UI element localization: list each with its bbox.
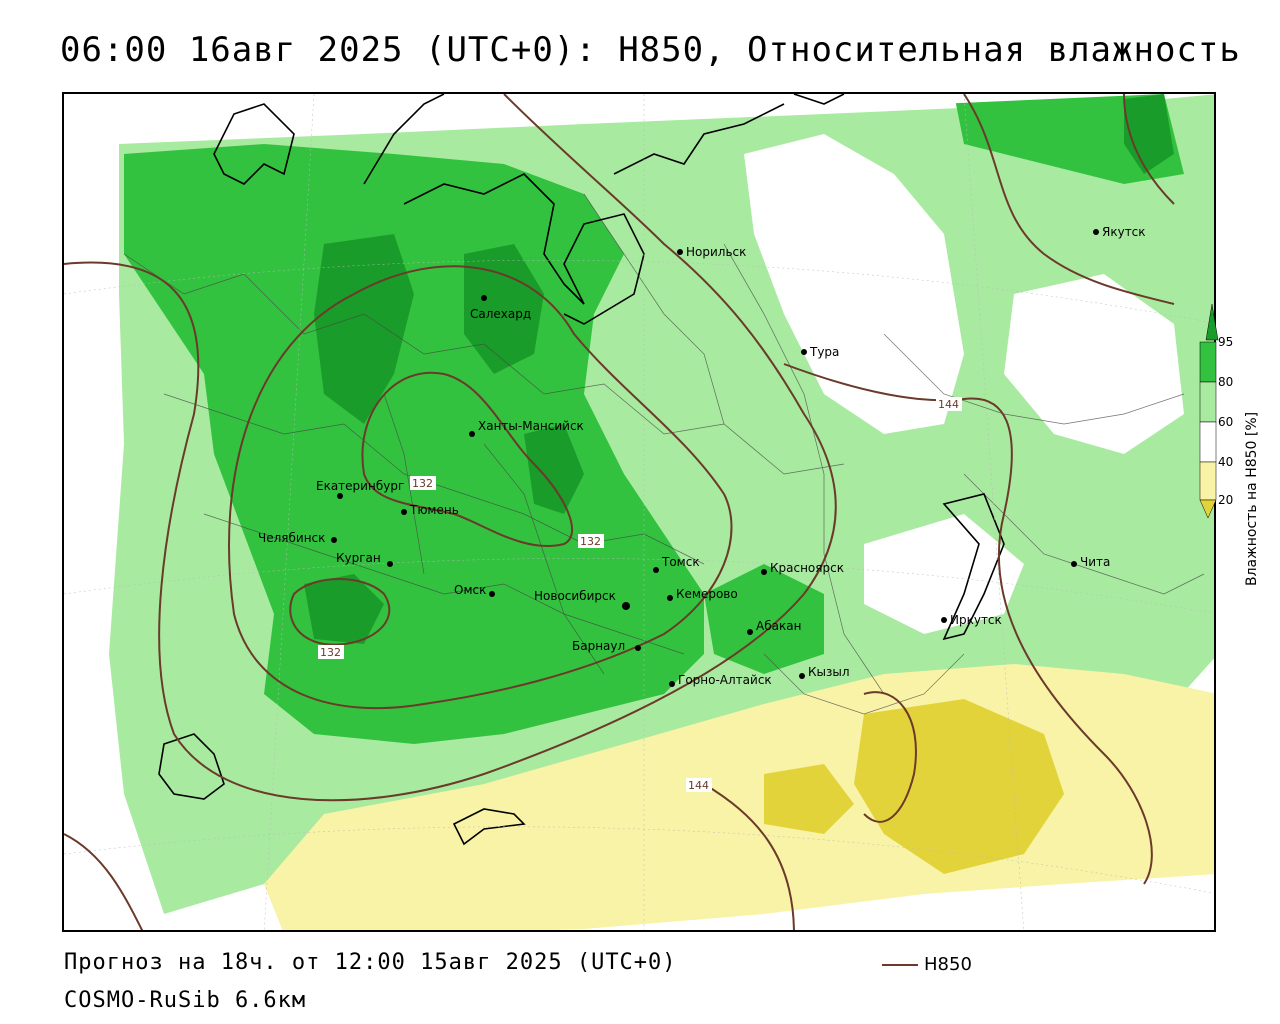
contour-144-sw [64,833,144,930]
svg-text:Влажность на H850 [%]: Влажность на H850 [%] [1244,412,1260,586]
legend-swatch-lt20 [1199,499,1217,519]
contour-key: H850 [882,954,972,975]
contour-144-north [963,94,1175,305]
svg-text:Кемерово: Кемерово [676,587,738,601]
legend-swatch-40-60 [1199,421,1217,463]
contour-label: 132 [412,477,433,490]
map-title: 06:00 16авг 2025 (UTC+0): H850, Относите… [60,30,1241,70]
city-yakutsk: Якутск [1093,225,1146,239]
graticule [64,94,1214,930]
svg-text:Томск: Томск [661,555,700,569]
humidity-legend: 95 80 60 40 20 [1199,303,1233,519]
legend-tick: 95 [1218,335,1233,349]
svg-text:Чита: Чита [1080,555,1110,569]
city-barnaul: Барнаул [572,639,641,653]
svg-text:Екатеринбург: Екатеринбург [316,479,404,493]
svg-text:Барнаул: Барнаул [572,639,625,653]
contour-144-south [863,691,917,823]
legend-tick: 40 [1218,455,1233,469]
city-tyumen: Тюмень [401,503,459,517]
legend-tick: 20 [1218,493,1233,507]
legend-swatch-60-80 [1199,381,1217,423]
humidity-field-lt20 [764,764,854,834]
svg-text:Кызыл: Кызыл [808,665,850,679]
contour-label: 132 [320,646,341,659]
map-panel: 132 132 132 144 144 Норильск Якутск Сале… [62,92,1216,932]
legend-tick: 60 [1218,415,1233,429]
svg-text:Омск: Омск [454,583,486,597]
svg-text:Курган: Курган [336,551,381,565]
city-omsk: Омск [454,583,495,597]
city-salekhard: Салехард [470,295,531,321]
svg-text:Челябинск: Челябинск [258,531,325,545]
svg-text:Иркутск: Иркутск [950,613,1002,627]
contour-132-inner [361,371,574,547]
city-kurgan: Курган [336,551,393,567]
city-chita: Чита [1071,555,1110,569]
city-krasnoyarsk: Красноярск [761,561,844,575]
humidity-field-gt95 [1124,94,1174,174]
city-yekaterinburg: Екатеринбург [316,479,404,499]
outside-domain [64,94,1214,294]
contour-label: 132 [580,535,601,548]
humidity-field-80-95 [124,144,704,744]
city-tura: Тура [801,345,839,359]
coastlines [158,94,1005,846]
humidity-field-40-60 [864,514,1024,634]
legend-title: Влажность на H850 [%] [1244,412,1260,586]
svg-text:Ханты-Мансийск: Ханты-Мансийск [478,419,584,433]
city-novosibirsk: Новосибирск [534,589,630,610]
outside-domain [64,294,164,930]
city-norilsk: Норильск [677,245,746,259]
city-kemerovo: Кемерово [667,587,738,601]
svg-text:Горно-Алтайск: Горно-Алтайск [678,673,772,687]
forecast-info: Прогноз на 18ч. от 12:00 15авг 2025 (UTC… [64,950,677,975]
contour-labels: 132 132 132 144 144 [318,397,962,792]
humidity-map: 132 132 132 144 144 Норильск Якутск Сале… [64,94,1214,930]
legend-tick: 80 [1218,375,1233,389]
humidity-field-gt95 [314,234,414,424]
city-irkutsk: Иркутск [941,613,1002,627]
humidity-field-lt20 [854,699,1064,874]
city-gorno-altaysk: Горно-Алтайск [669,673,772,687]
svg-text:Норильск: Норильск [686,245,746,259]
legend-swatch-20-40 [1199,461,1217,501]
contour-144-se [703,783,795,930]
svg-text:Якутск: Якутск [1102,225,1146,239]
legend-swatch-gt95 [1205,303,1219,341]
city-kyzyl: Кызыл [799,665,850,679]
contour-144-east [783,363,1153,885]
contour-132-outer [228,265,733,710]
humidity-field-gt95 [464,244,544,374]
h850-contours [64,94,1175,930]
city-markers: Норильск Якутск Салехард Тура Ханты-Манс… [258,225,1146,687]
contour-key-swatch [882,964,918,966]
svg-text:Новосибирск: Новосибирск [534,589,616,603]
svg-text:Тюмень: Тюмень [409,503,459,517]
svg-text:Красноярск: Красноярск [770,561,844,575]
contour-key-label: H850 [924,954,972,975]
svg-text:Тура: Тура [809,345,839,359]
contour-144-ne [1123,94,1175,205]
legend-swatch-80-95 [1199,341,1217,383]
svg-text:Салехард: Салехард [470,307,531,321]
city-khanty-mansiysk: Ханты-Мансийск [469,419,584,437]
model-name: COSMO-RuSib 6.6км [64,988,307,1013]
humidity-field-80-95 [704,564,824,674]
city-tomsk: Томск [653,555,700,573]
contour-label: 144 [938,398,959,411]
contour-132-small [289,578,391,646]
humidity-field-gt95 [304,574,384,644]
contour-144-main [64,94,837,802]
city-chelyabinsk: Челябинск [258,531,337,545]
humidity-field-gt95 [524,424,584,514]
contour-label: 144 [688,779,709,792]
city-abakan: Абакан [747,619,801,635]
svg-text:Абакан: Абакан [756,619,801,633]
